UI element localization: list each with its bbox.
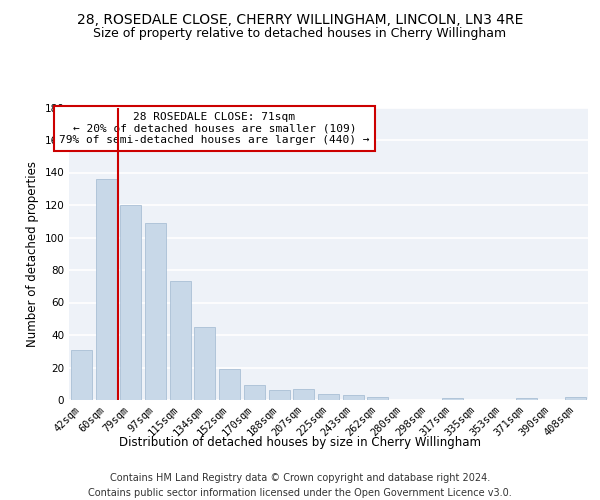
Bar: [244, 386, 265, 400]
Bar: [95, 179, 116, 400]
Bar: [120, 205, 141, 400]
Bar: [565, 397, 586, 400]
Bar: [269, 390, 290, 400]
Bar: [516, 398, 537, 400]
Y-axis label: Number of detached properties: Number of detached properties: [26, 161, 39, 347]
Bar: [194, 327, 215, 400]
Text: Contains HM Land Registry data © Crown copyright and database right 2024.
Contai: Contains HM Land Registry data © Crown c…: [88, 472, 512, 498]
Bar: [442, 398, 463, 400]
Bar: [71, 350, 92, 400]
Bar: [293, 388, 314, 400]
Bar: [145, 223, 166, 400]
Text: 28 ROSEDALE CLOSE: 71sqm
← 20% of detached houses are smaller (109)
79% of semi-: 28 ROSEDALE CLOSE: 71sqm ← 20% of detach…: [59, 112, 370, 145]
Text: 28, ROSEDALE CLOSE, CHERRY WILLINGHAM, LINCOLN, LN3 4RE: 28, ROSEDALE CLOSE, CHERRY WILLINGHAM, L…: [77, 12, 523, 26]
Text: Distribution of detached houses by size in Cherry Willingham: Distribution of detached houses by size …: [119, 436, 481, 449]
Bar: [318, 394, 339, 400]
Bar: [219, 369, 240, 400]
Bar: [367, 397, 388, 400]
Text: Size of property relative to detached houses in Cherry Willingham: Size of property relative to detached ho…: [94, 28, 506, 40]
Bar: [170, 282, 191, 400]
Bar: [343, 395, 364, 400]
